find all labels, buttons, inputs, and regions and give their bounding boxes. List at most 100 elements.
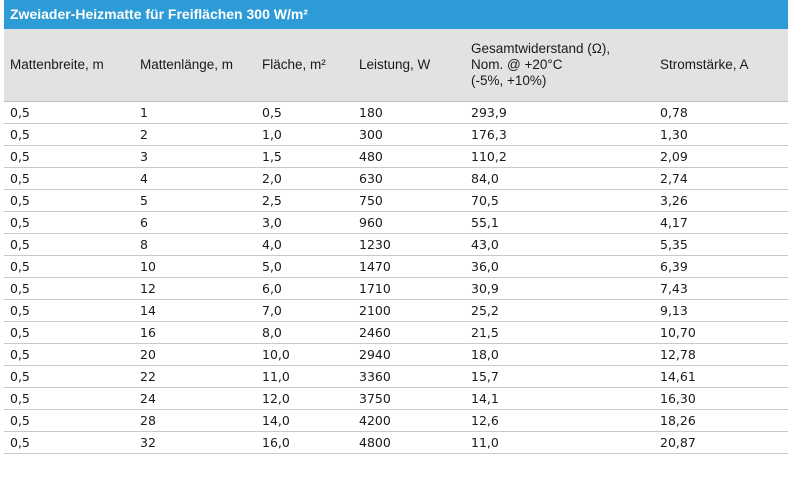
cell-mattenlaenge: 12 (134, 278, 256, 300)
header-line: (-5%, +10%) (471, 73, 654, 89)
cell-flaeche: 2,0 (256, 168, 353, 190)
cell-mattenlaenge: 22 (134, 366, 256, 388)
cell-mattenbreite: 0,5 (4, 102, 134, 124)
header-stromstaerke: Stromstärke, A (654, 29, 788, 102)
cell-mattenlaenge: 5 (134, 190, 256, 212)
cell-leistung: 630 (353, 168, 465, 190)
cell-flaeche: 10,0 (256, 344, 353, 366)
cell-flaeche: 8,0 (256, 322, 353, 344)
cell-mattenlaenge: 20 (134, 344, 256, 366)
table-row: 0,5 14 7,0 2100 25,2 9,13 (4, 300, 788, 322)
cell-gesamtwiderstand: 293,9 (465, 102, 654, 124)
cell-stromstaerke: 2,74 (654, 168, 788, 190)
cell-stromstaerke: 14,61 (654, 366, 788, 388)
cell-flaeche: 2,5 (256, 190, 353, 212)
cell-leistung: 4800 (353, 432, 465, 454)
table-row: 0,5 10 5,0 1470 36,0 6,39 (4, 256, 788, 278)
header-mattenlaenge: Mattenlänge, m (134, 29, 256, 102)
cell-mattenlaenge: 2 (134, 124, 256, 146)
cell-flaeche: 1,5 (256, 146, 353, 168)
cell-stromstaerke: 3,26 (654, 190, 788, 212)
cell-stromstaerke: 16,30 (654, 388, 788, 410)
cell-leistung: 2460 (353, 322, 465, 344)
cell-mattenbreite: 0,5 (4, 190, 134, 212)
cell-stromstaerke: 5,35 (654, 234, 788, 256)
table-row: 0,5 20 10,0 2940 18,0 12,78 (4, 344, 788, 366)
cell-mattenlaenge: 14 (134, 300, 256, 322)
cell-flaeche: 0,5 (256, 102, 353, 124)
cell-gesamtwiderstand: 55,1 (465, 212, 654, 234)
table-row: 0,5 12 6,0 1710 30,9 7,43 (4, 278, 788, 300)
cell-mattenlaenge: 16 (134, 322, 256, 344)
header-line: Stromstärke, A (660, 57, 788, 73)
cell-gesamtwiderstand: 12,6 (465, 410, 654, 432)
cell-flaeche: 1,0 (256, 124, 353, 146)
header-line: Mattenlänge, m (140, 57, 256, 73)
header-line: Nom. @ +20°C (471, 57, 654, 73)
table-row: 0,5 16 8,0 2460 21,5 10,70 (4, 322, 788, 344)
cell-gesamtwiderstand: 11,0 (465, 432, 654, 454)
cell-stromstaerke: 1,30 (654, 124, 788, 146)
cell-mattenbreite: 0,5 (4, 256, 134, 278)
table-row: 0,5 5 2,5 750 70,5 3,26 (4, 190, 788, 212)
cell-mattenbreite: 0,5 (4, 300, 134, 322)
cell-flaeche: 12,0 (256, 388, 353, 410)
cell-flaeche: 4,0 (256, 234, 353, 256)
header-flaeche: Fläche, m² (256, 29, 353, 102)
cell-stromstaerke: 18,26 (654, 410, 788, 432)
cell-flaeche: 5,0 (256, 256, 353, 278)
table-row: 0,5 32 16,0 4800 11,0 20,87 (4, 432, 788, 454)
table-row: 0,5 3 1,5 480 110,2 2,09 (4, 146, 788, 168)
cell-stromstaerke: 7,43 (654, 278, 788, 300)
header-mattenbreite: Mattenbreite, m (4, 29, 134, 102)
table-title: Zweiader-Heizmatte für Freiflächen 300 W… (4, 0, 788, 29)
cell-leistung: 180 (353, 102, 465, 124)
cell-stromstaerke: 2,09 (654, 146, 788, 168)
cell-mattenbreite: 0,5 (4, 168, 134, 190)
cell-mattenlaenge: 1 (134, 102, 256, 124)
cell-mattenbreite: 0,5 (4, 410, 134, 432)
cell-leistung: 3750 (353, 388, 465, 410)
spec-table: Mattenbreite, m Mattenlänge, m Fläche, m² L… (4, 29, 788, 454)
cell-stromstaerke: 12,78 (654, 344, 788, 366)
cell-mattenbreite: 0,5 (4, 388, 134, 410)
cell-gesamtwiderstand: 30,9 (465, 278, 654, 300)
table-row: 0,5 24 12,0 3750 14,1 16,30 (4, 388, 788, 410)
table-body: 0,5 1 0,5 180 293,9 0,78 0,5 2 1,0 300 176,3 1,30 0,… (4, 102, 788, 454)
cell-leistung: 1710 (353, 278, 465, 300)
cell-gesamtwiderstand: 18,0 (465, 344, 654, 366)
table-row: 0,5 1 0,5 180 293,9 0,78 (4, 102, 788, 124)
cell-mattenlaenge: 4 (134, 168, 256, 190)
table-row: 0,5 6 3,0 960 55,1 4,17 (4, 212, 788, 234)
cell-stromstaerke: 20,87 (654, 432, 788, 454)
cell-leistung: 4200 (353, 410, 465, 432)
cell-flaeche: 6,0 (256, 278, 353, 300)
cell-mattenlaenge: 3 (134, 146, 256, 168)
header-leistung: Leistung, W (353, 29, 465, 102)
cell-flaeche: 7,0 (256, 300, 353, 322)
cell-mattenlaenge: 10 (134, 256, 256, 278)
header-row: Mattenbreite, m Mattenlänge, m Fläche, m² L… (4, 29, 788, 102)
table-row: 0,5 8 4,0 1230 43,0 5,35 (4, 234, 788, 256)
cell-flaeche: 3,0 (256, 212, 353, 234)
table-row: 0,5 28 14,0 4200 12,6 18,26 (4, 410, 788, 432)
cell-mattenlaenge: 32 (134, 432, 256, 454)
cell-leistung: 480 (353, 146, 465, 168)
cell-mattenbreite: 0,5 (4, 212, 134, 234)
cell-gesamtwiderstand: 15,7 (465, 366, 654, 388)
cell-leistung: 2940 (353, 344, 465, 366)
cell-gesamtwiderstand: 110,2 (465, 146, 654, 168)
header-line: Fläche, m² (262, 57, 353, 73)
cell-mattenbreite: 0,5 (4, 124, 134, 146)
cell-gesamtwiderstand: 21,5 (465, 322, 654, 344)
cell-leistung: 3360 (353, 366, 465, 388)
cell-stromstaerke: 6,39 (654, 256, 788, 278)
cell-gesamtwiderstand: 25,2 (465, 300, 654, 322)
cell-mattenbreite: 0,5 (4, 322, 134, 344)
cell-gesamtwiderstand: 84,0 (465, 168, 654, 190)
cell-leistung: 1470 (353, 256, 465, 278)
header-line: Mattenbreite, m (10, 57, 134, 73)
cell-mattenbreite: 0,5 (4, 234, 134, 256)
cell-stromstaerke: 4,17 (654, 212, 788, 234)
cell-stromstaerke: 9,13 (654, 300, 788, 322)
